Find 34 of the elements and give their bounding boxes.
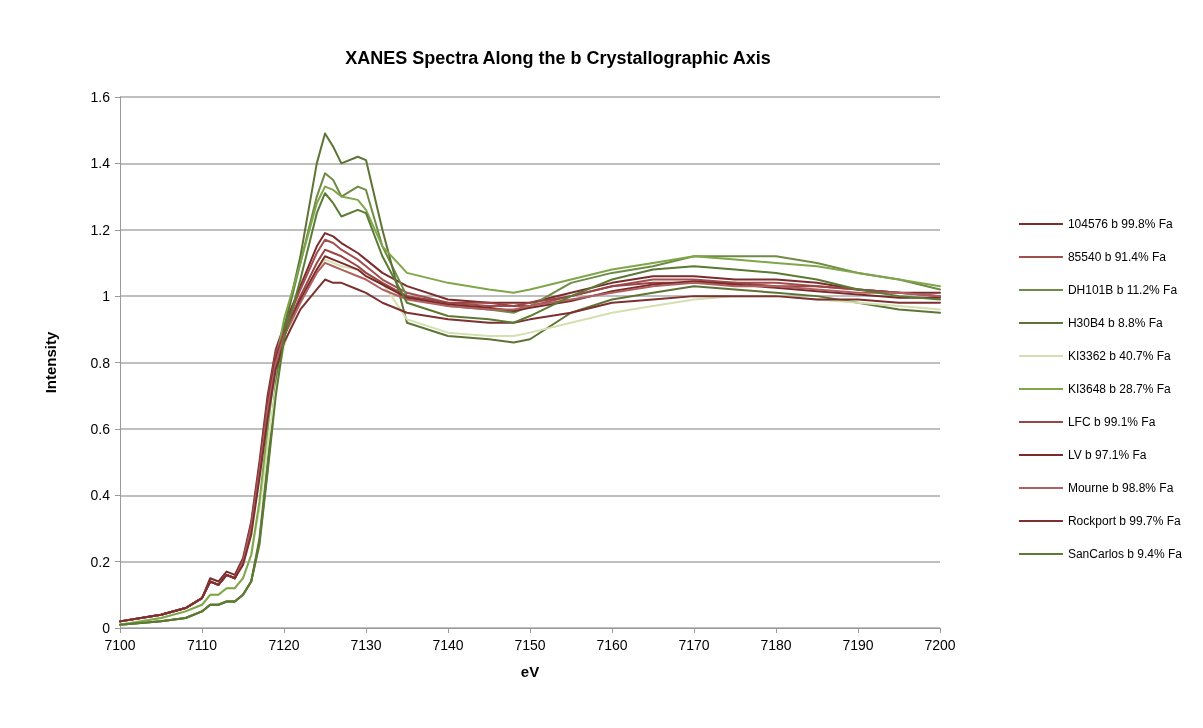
y-tick-label: 1.6 [90, 89, 111, 105]
x-tick-label: 7100 [104, 637, 136, 653]
y-tick-label: 0.2 [90, 553, 111, 570]
y-tick-label: 0.8 [90, 354, 111, 371]
legend-label: SanCarlos b 9.4% Fa [1067, 547, 1183, 561]
chart-title: XANES Spectra Along the b Crystallographic Axis [345, 48, 771, 68]
y-tick-label: 0 [102, 620, 111, 636]
legend-label: LV b 97.1% Fa [1067, 448, 1147, 462]
x-axis-title: eV [520, 663, 540, 680]
y-tick-label: 0.6 [90, 420, 111, 437]
x-tick-label: 7170 [678, 637, 710, 653]
legend-label: Mourne b 98.8% Fa [1067, 481, 1174, 495]
x-tick-label: 7180 [760, 637, 792, 653]
y-tick-label: 0.4 [90, 487, 111, 504]
x-tick-label: 7160 [596, 637, 628, 653]
legend-label: DH101B b 11.2% Fa [1067, 283, 1178, 297]
legend-label: LFC b 99.1% Fa [1067, 415, 1156, 429]
y-axis-title: Intensity [42, 331, 59, 394]
x-tick-label: 7130 [350, 637, 382, 653]
x-tick-label: 7110 [186, 637, 218, 653]
legend-label: H30B4 b 8.8% Fa [1067, 316, 1163, 330]
x-tick-label: 7190 [842, 637, 874, 653]
legend-label: 85540 b 91.4% Fa [1067, 250, 1167, 264]
x-tick-label: 7200 [924, 637, 956, 653]
y-tick-label: 1.2 [90, 221, 111, 238]
legend-label: KI3648 b 28.7% Fa [1067, 382, 1172, 396]
y-tick-label: 1 [102, 288, 111, 305]
legend-label: KI3362 b 40.7% Fa [1067, 349, 1172, 363]
x-tick-label: 7120 [268, 637, 300, 653]
legend-label: Rockport b 99.7% Fa [1067, 514, 1181, 528]
legend-label: 104576 b 99.8% Fa [1067, 217, 1174, 231]
x-tick-label: 7150 [514, 637, 546, 653]
x-tick-label: 7140 [432, 637, 464, 653]
y-tick-label: 1.4 [90, 155, 111, 172]
